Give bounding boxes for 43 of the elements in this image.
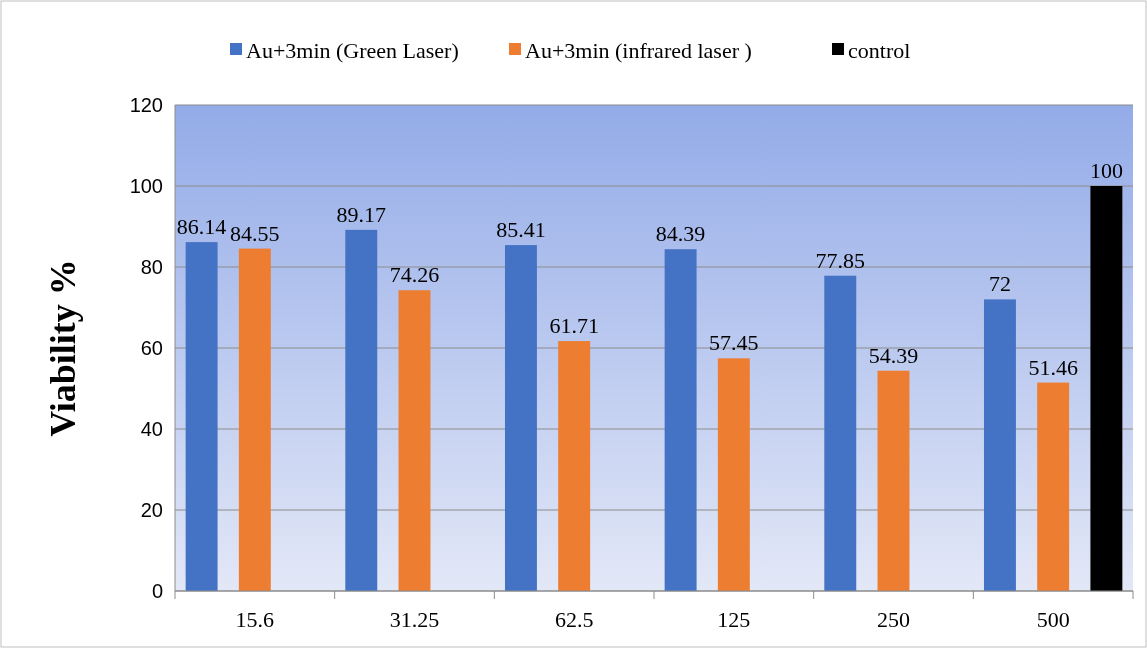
data-label: 61.71 — [549, 313, 599, 339]
bar — [983, 299, 1016, 591]
bar — [824, 275, 857, 591]
bar — [345, 229, 378, 591]
x-tick-label: 250 — [877, 607, 910, 632]
data-label: 72 — [988, 271, 1011, 297]
data-label: 84.39 — [655, 221, 706, 247]
x-tick-label: 31.25 — [389, 607, 440, 632]
bar — [185, 242, 218, 591]
y-tick-label: 100 — [129, 175, 163, 197]
data-label: 85.41 — [496, 217, 546, 243]
data-label: 74.26 — [389, 262, 440, 288]
y-axis-title: Viability % — [43, 259, 83, 437]
y-tick-label: 120 — [129, 94, 163, 116]
y-tick-label: 0 — [151, 580, 163, 602]
y-tick-label: 80 — [140, 256, 163, 278]
bar — [558, 341, 591, 591]
bar — [1090, 186, 1123, 591]
x-tick-label: 62.5 — [554, 607, 594, 632]
bar — [1037, 382, 1070, 591]
data-label: 100 — [1089, 158, 1123, 183]
bar — [877, 370, 910, 591]
x-tick-label: 125 — [717, 607, 751, 632]
x-tick-label: 15.6 — [235, 607, 275, 632]
legend-label: control — [848, 37, 911, 63]
legend-label: Au+3min (infrared laser ) — [525, 37, 752, 63]
y-tick-label: 60 — [140, 337, 163, 359]
y-tick-label: 20 — [140, 499, 163, 521]
bar — [504, 245, 537, 591]
x-tick-label: 500 — [1036, 607, 1070, 632]
legend-label: Au+3min (Green Laser) — [246, 37, 459, 63]
bar — [717, 358, 750, 591]
y-tick-label: 40 — [140, 418, 163, 440]
data-label: 51.46 — [1028, 354, 1078, 380]
data-label: 54.39 — [868, 342, 919, 368]
data-label: 57.45 — [709, 330, 759, 356]
bar — [398, 290, 431, 591]
data-label: 84.55 — [230, 220, 280, 246]
data-label: 77.85 — [815, 247, 866, 273]
data-label: 86.14 — [176, 214, 227, 240]
data-label: 89.17 — [336, 201, 387, 227]
bar — [664, 249, 697, 591]
bar — [238, 248, 271, 591]
